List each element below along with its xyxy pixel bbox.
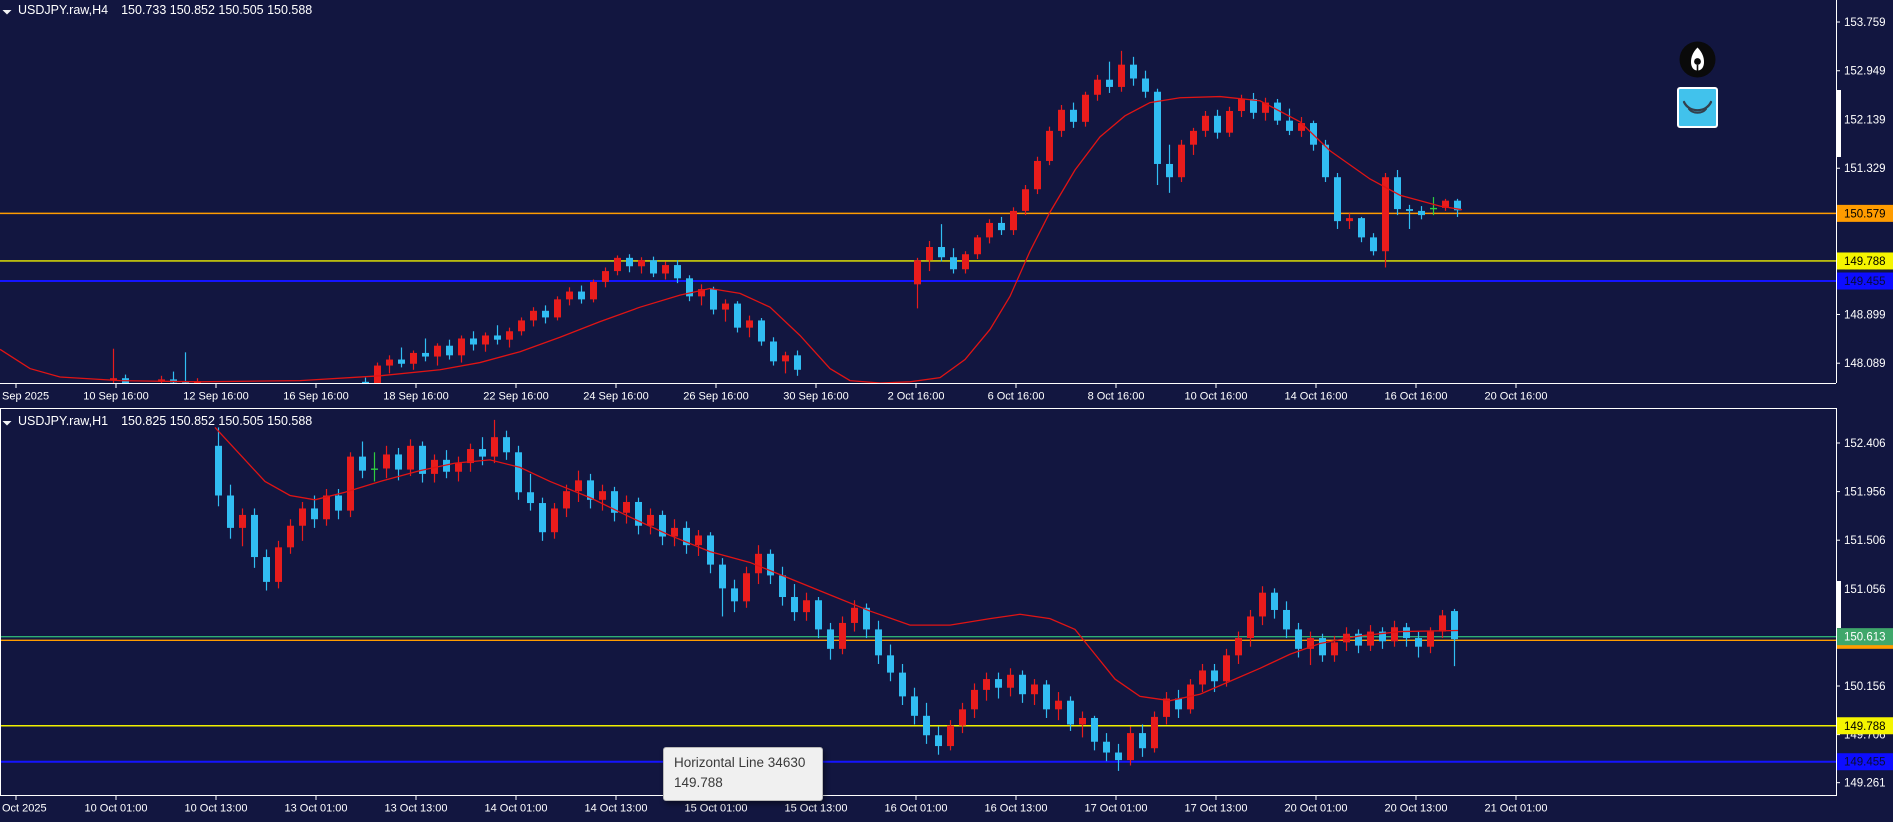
h1-price-tick: 151.056 — [1844, 584, 1886, 596]
h4-plot-area[interactable]: 153.759152.949152.139151.329149.709148.8… — [0, 0, 1893, 407]
h1-plot-layer — [0, 419, 1836, 771]
h4-price-tick: 148.089 — [1844, 358, 1886, 370]
chart-window-h1[interactable]: 152.406 151.956 151.506 151.056 150.156 149.7… — [0, 408, 1893, 822]
h4-price-tick: 153.759 — [1844, 17, 1886, 29]
hline-tooltip-price: 149.788 — [674, 775, 723, 791]
h4-time-axis[interactable]: Sep 2025 10 Sep 16:00 12 Sep 16:00 16 Sep 1… — [2, 384, 1548, 403]
h4-time-tick: 16 Oct 16:00 — [1385, 391, 1448, 403]
h4-time-tick: 8 Oct 16:00 — [1088, 391, 1145, 403]
h4-price-tick: 152.139 — [1844, 114, 1886, 126]
h4-chart-title: USDJPY.raw,H4 150.733 150.852 150.505 15… — [2, 3, 313, 17]
h4-price-tick: 148.899 — [1844, 309, 1886, 321]
h4-time-tick: 14 Oct 16:00 — [1285, 391, 1348, 403]
chart-window-h4[interactable]: 153.759152.949152.139151.329149.709148.8… — [0, 0, 1893, 407]
h1-time-tick: 13 Oct 01:00 — [285, 803, 348, 815]
h1-candles — [215, 419, 1458, 771]
h1-time-tick: 15 Oct 13:00 — [785, 803, 848, 815]
h1-time-tick: Oct 2025 — [2, 803, 47, 815]
blue-tool-button[interactable] — [1677, 87, 1718, 128]
h4-time-tick: 20 Oct 16:00 — [1485, 391, 1548, 403]
h4-time-tick: 6 Oct 16:00 — [988, 391, 1045, 403]
chart-marker-icon — [2, 416, 12, 426]
h1-time-tick: 13 Oct 13:00 — [385, 803, 448, 815]
h1-price-tick: 151.956 — [1844, 487, 1886, 499]
h4-price-axis[interactable]: 153.759152.949152.139151.329149.709148.8… — [1836, 17, 1893, 370]
h4-plot-layer — [0, 50, 1836, 383]
h4-time-tick: 10 Oct 16:00 — [1185, 391, 1248, 403]
h4-price-badge — [1837, 204, 1893, 222]
h1-price-tick: 152.406 — [1844, 438, 1886, 450]
h4-candles — [110, 50, 1461, 383]
h4-time-tick: 26 Sep 16:00 — [683, 391, 748, 403]
hline-tooltip: Horizontal Line 34630 149.788 — [663, 747, 823, 801]
h4-time-tick: Sep 2025 — [2, 391, 49, 403]
h4-price-badge — [1837, 272, 1893, 290]
h1-time-tick: 14 Oct 01:00 — [485, 803, 548, 815]
h4-time-tick: 18 Sep 16:00 — [383, 391, 448, 403]
h4-time-tick: 22 Sep 16:00 — [483, 391, 548, 403]
h4-time-tick: 16 Sep 16:00 — [283, 391, 348, 403]
h4-price-badge-label: 149.788 — [1844, 256, 1886, 268]
h4-symbol-period: USDJPY.raw,H4 — [18, 3, 109, 17]
h4-time-tick: 10 Sep 16:00 — [83, 391, 148, 403]
h1-price-axis[interactable]: 152.406 151.956 151.506 151.056 150.156 149.7… — [1836, 438, 1893, 790]
h1-price-tick: 150.156 — [1844, 681, 1886, 693]
h4-price-tick: 151.329 — [1844, 163, 1886, 175]
h1-price-tick: 149.261 — [1844, 778, 1886, 790]
h4-ma-line — [0, 95, 1463, 383]
h1-time-tick: 16 Oct 01:00 — [885, 803, 948, 815]
h1-price-badge-label: 150.613 — [1844, 632, 1886, 644]
h1-chart-title: USDJPY.raw,H1 150.825 150.852 150.505 15… — [2, 414, 313, 428]
h1-ma-line — [214, 427, 1459, 702]
h4-price-badge — [1837, 252, 1893, 270]
h4-price-tick: 152.949 — [1844, 66, 1886, 78]
h1-time-tick: 17 Oct 13:00 — [1185, 803, 1248, 815]
h1-price-tick: 151.506 — [1844, 535, 1886, 547]
pen-tool-button[interactable] — [1679, 41, 1716, 78]
h1-time-tick: 17 Oct 01:00 — [1085, 803, 1148, 815]
hline-tooltip-name: Horizontal Line 34630 — [674, 755, 806, 770]
h1-time-tick: 10 Oct 01:00 — [85, 803, 148, 815]
h1-price-badge-label: 149.788 — [1844, 721, 1886, 733]
h1-time-tick: 16 Oct 13:00 — [985, 803, 1048, 815]
h1-ohlc-values: 150.825 150.852 150.505 150.588 — [121, 414, 313, 428]
h4-ohlc-values: 150.733 150.852 150.505 150.588 — [121, 3, 313, 17]
h1-price-badge — [1837, 753, 1893, 771]
h1-price-badge-label: 149.455 — [1844, 757, 1886, 769]
h1-active-frame — [0, 408, 1837, 796]
h1-price-badge — [1837, 717, 1893, 735]
h1-plot-area[interactable]: 152.406 151.956 151.506 151.056 150.156 149.7… — [0, 408, 1893, 822]
h1-time-tick: 21 Oct 01:00 — [1485, 803, 1548, 815]
h1-price-badge — [1837, 628, 1893, 646]
h4-price-badge-label: 149.455 — [1844, 276, 1886, 288]
h4-time-tick: 2 Oct 16:00 — [888, 391, 945, 403]
h1-time-tick: 20 Oct 13:00 — [1385, 803, 1448, 815]
h4-time-tick: 30 Sep 16:00 — [783, 391, 848, 403]
chart-marker-icon — [2, 5, 12, 15]
h1-time-tick: 14 Oct 13:00 — [585, 803, 648, 815]
h1-symbol-period: USDJPY.raw,H1 — [18, 414, 109, 428]
h1-time-tick: 15 Oct 01:00 — [685, 803, 748, 815]
h4-price-badge-label: 150.579 — [1844, 208, 1886, 220]
h4-scale-handle[interactable] — [1837, 90, 1841, 157]
h4-time-tick: 12 Sep 16:00 — [183, 391, 248, 403]
h1-scale-handle[interactable] — [1837, 581, 1841, 628]
h4-time-tick: 24 Sep 16:00 — [583, 391, 648, 403]
h1-time-tick: 10 Oct 13:00 — [185, 803, 248, 815]
smile-arcs-icon — [1682, 100, 1713, 114]
h1-time-tick: 20 Oct 01:00 — [1285, 803, 1348, 815]
